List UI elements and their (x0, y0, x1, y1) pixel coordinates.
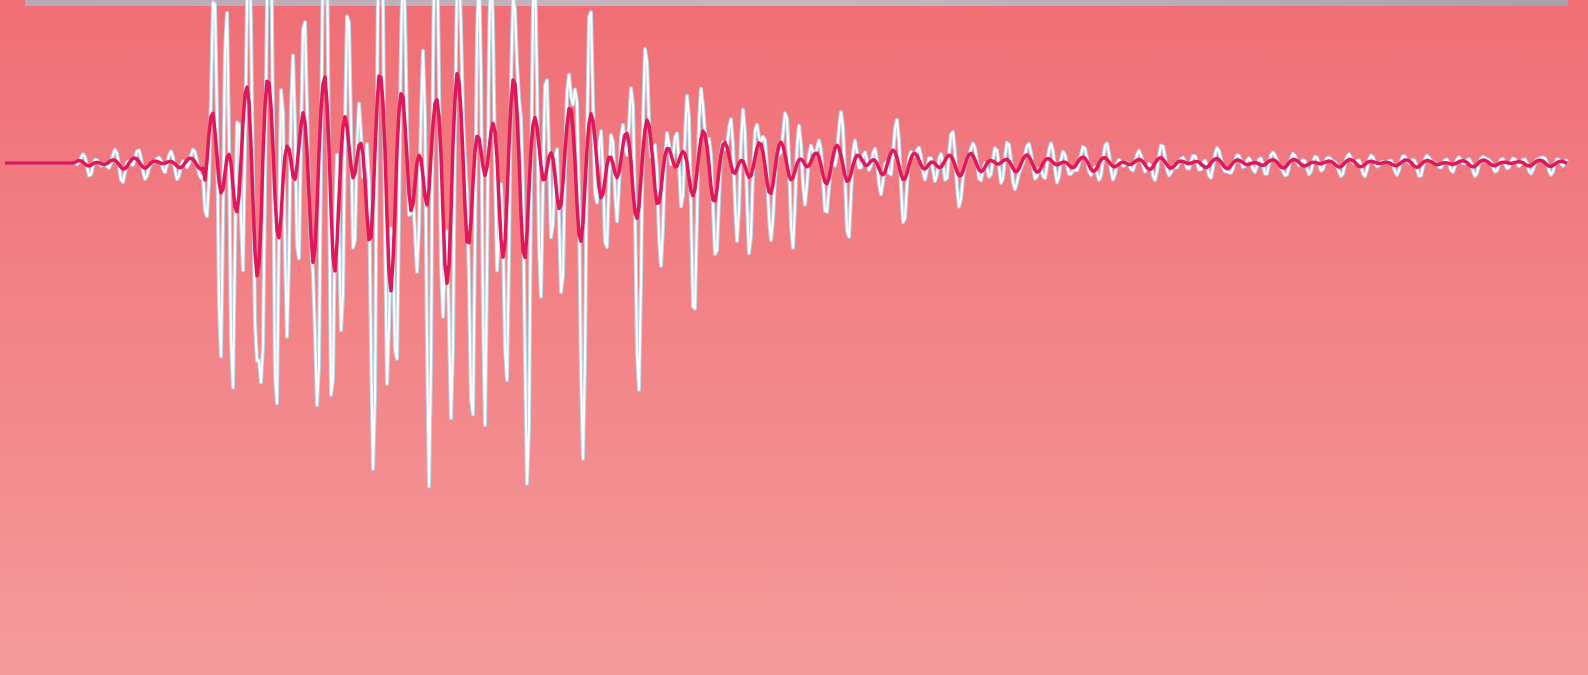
white-wave (5, 0, 1568, 488)
waves (5, 0, 1569, 489)
top-strip (25, 0, 1568, 6)
red-wave (5, 71, 1568, 293)
